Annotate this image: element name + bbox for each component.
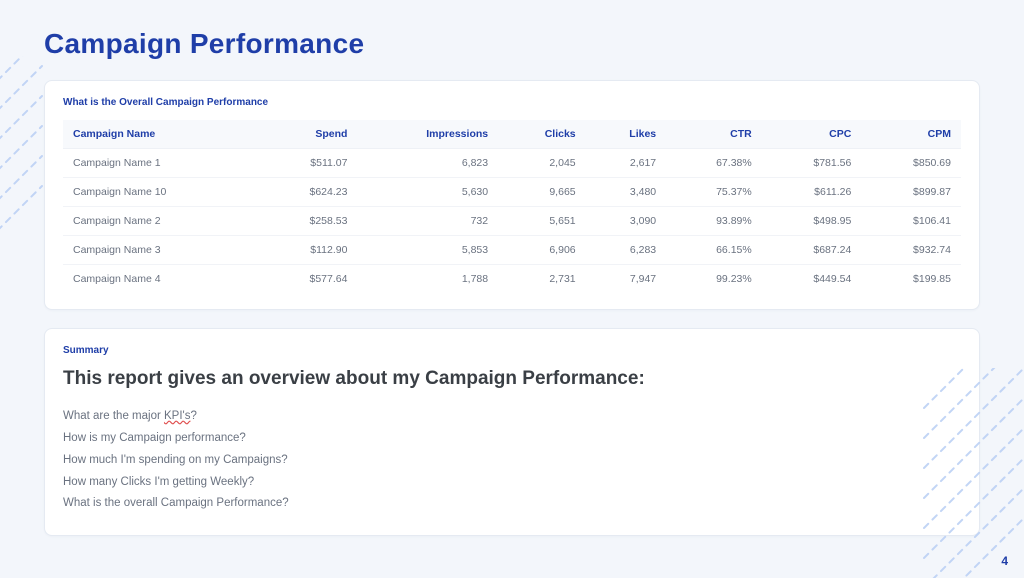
table-cell: $611.26: [762, 178, 862, 207]
table-row: Campaign Name 4$577.641,7882,7317,94799.…: [63, 265, 961, 294]
table-cell: $511.07: [258, 149, 358, 178]
summary-item: What is the overall Campaign Performance…: [63, 493, 961, 515]
table-cell: 1,788: [357, 265, 498, 294]
table-cell: 99.23%: [666, 265, 762, 294]
table-cell: 5,853: [357, 236, 498, 265]
summary-item: How is my Campaign performance?: [63, 428, 961, 450]
performance-card: What is the Overall Campaign Performance…: [44, 80, 980, 310]
table-cell: $577.64: [258, 265, 358, 294]
table-row: Campaign Name 1$511.076,8232,0452,61767.…: [63, 149, 961, 178]
table-cell: Campaign Name 3: [63, 236, 258, 265]
table-cell: Campaign Name 1: [63, 149, 258, 178]
performance-card-title: What is the Overall Campaign Performance: [63, 97, 961, 108]
table-cell: $781.56: [762, 149, 862, 178]
table-cell: 6,906: [498, 236, 586, 265]
spellcheck-squiggle: KPI's: [164, 410, 190, 422]
table-cell: 67.38%: [666, 149, 762, 178]
table-header-cell: CPC: [762, 120, 862, 149]
table-cell: $106.41: [861, 207, 961, 236]
table-cell: $199.85: [861, 265, 961, 294]
table-cell: 5,651: [498, 207, 586, 236]
table-cell: 93.89%: [666, 207, 762, 236]
table-header-cell: CTR: [666, 120, 762, 149]
table-row: Campaign Name 3$112.905,8536,9066,28366.…: [63, 236, 961, 265]
table-cell: 2,731: [498, 265, 586, 294]
table-cell: $258.53: [258, 207, 358, 236]
table-cell: 9,665: [498, 178, 586, 207]
performance-table-body: Campaign Name 1$511.076,8232,0452,61767.…: [63, 149, 961, 294]
table-cell: 66.15%: [666, 236, 762, 265]
table-header-cell: Spend: [258, 120, 358, 149]
table-header-cell: Likes: [586, 120, 667, 149]
summary-card-title: Summary: [63, 345, 961, 356]
summary-heading: This report gives an overview about my C…: [63, 368, 961, 390]
table-cell: $899.87: [861, 178, 961, 207]
page-number: 4: [1001, 554, 1008, 568]
table-cell: $850.69: [861, 149, 961, 178]
table-cell: $112.90: [258, 236, 358, 265]
table-cell: 6,823: [357, 149, 498, 178]
table-cell: 75.37%: [666, 178, 762, 207]
table-cell: 3,090: [586, 207, 667, 236]
table-cell: 7,947: [586, 265, 667, 294]
performance-table: Campaign NameSpendImpressionsClicksLikes…: [63, 120, 961, 293]
table-cell: 2,617: [586, 149, 667, 178]
table-cell: 6,283: [586, 236, 667, 265]
summary-card: Summary This report gives an overview ab…: [44, 328, 980, 536]
table-cell: Campaign Name 4: [63, 265, 258, 294]
table-cell: $932.74: [861, 236, 961, 265]
table-header-cell: Clicks: [498, 120, 586, 149]
table-row: Campaign Name 2$258.537325,6513,09093.89…: [63, 207, 961, 236]
summary-item: How many Clicks I'm getting Weekly?: [63, 472, 961, 494]
page-title: Campaign Performance: [44, 28, 980, 60]
performance-table-head: Campaign NameSpendImpressionsClicksLikes…: [63, 120, 961, 149]
table-cell: Campaign Name 10: [63, 178, 258, 207]
table-row: Campaign Name 10$624.235,6309,6653,48075…: [63, 178, 961, 207]
table-cell: 3,480: [586, 178, 667, 207]
table-cell: 2,045: [498, 149, 586, 178]
page-container: Campaign Performance What is the Overall…: [0, 0, 1024, 536]
summary-item: How much I'm spending on my Campaigns?: [63, 450, 961, 472]
table-cell: $498.95: [762, 207, 862, 236]
table-cell: 732: [357, 207, 498, 236]
summary-list: What are the major KPI's?How is my Campa…: [63, 406, 961, 515]
table-cell: $687.24: [762, 236, 862, 265]
table-cell: 5,630: [357, 178, 498, 207]
table-cell: $449.54: [762, 265, 862, 294]
table-header-cell: Impressions: [357, 120, 498, 149]
summary-item: What are the major KPI's?: [63, 406, 961, 428]
table-cell: Campaign Name 2: [63, 207, 258, 236]
table-cell: $624.23: [258, 178, 358, 207]
table-header-cell: Campaign Name: [63, 120, 258, 149]
table-header-cell: CPM: [861, 120, 961, 149]
